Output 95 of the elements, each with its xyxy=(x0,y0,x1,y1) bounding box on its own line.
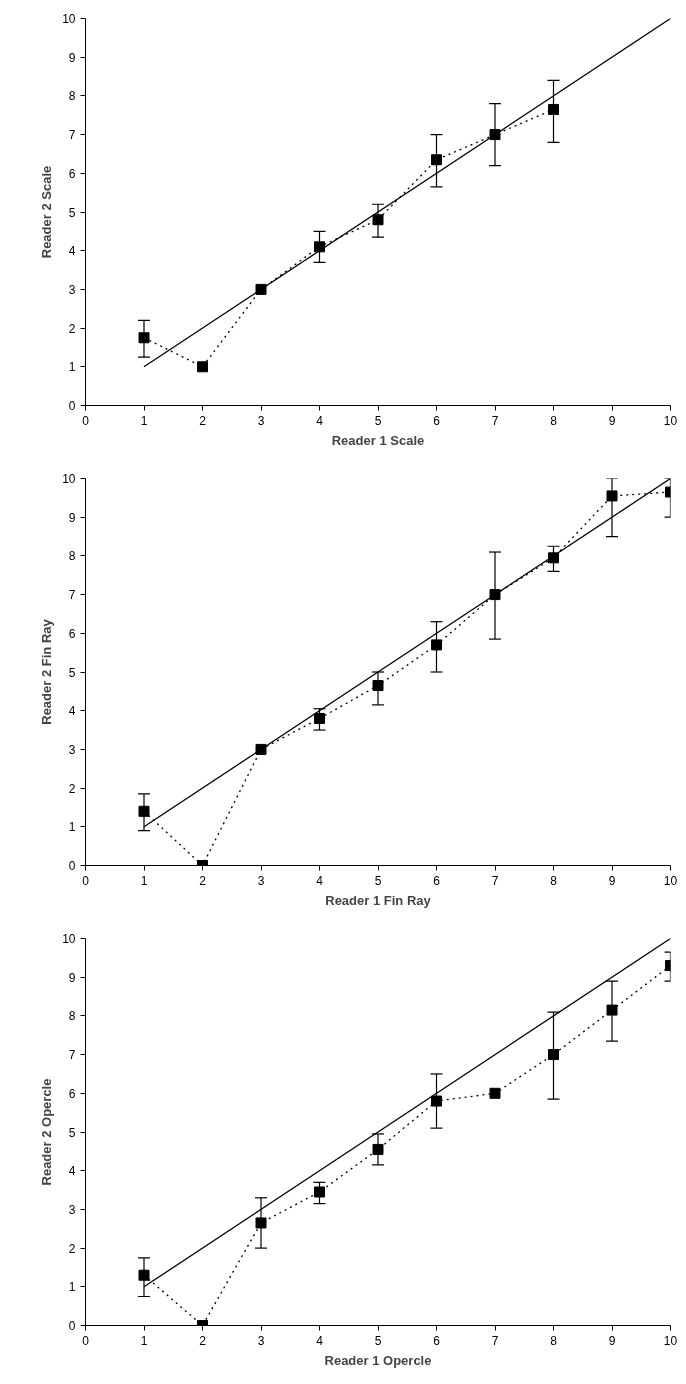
point xyxy=(548,103,559,115)
x-tick-label: 2 xyxy=(199,413,207,428)
y-tick-label: 0 xyxy=(68,1319,76,1333)
y-tick-label: 2 xyxy=(68,321,76,336)
y-tick-label: 8 xyxy=(68,549,76,564)
y-tick-label: 9 xyxy=(68,50,76,65)
y-tick-label: 0 xyxy=(68,859,76,873)
y-tick-label: 8 xyxy=(68,89,76,104)
x-tick-label: 9 xyxy=(608,873,616,888)
point xyxy=(314,241,325,253)
point xyxy=(197,361,208,373)
point xyxy=(606,490,618,502)
y-tick-label: 4 xyxy=(68,1164,76,1179)
point xyxy=(314,1186,325,1198)
y-tick-label: 3 xyxy=(68,282,76,297)
y-axis-title: Reader 2 Scale xyxy=(39,165,55,259)
x-axis-title: Reader 1 Scale xyxy=(331,432,425,448)
y-tick-label: 5 xyxy=(68,665,76,680)
x-tick-label: 3 xyxy=(257,413,265,428)
y-tick-label: 3 xyxy=(68,742,76,757)
y-tick-label: 7 xyxy=(68,588,76,603)
x-tick-label: 3 xyxy=(257,873,265,888)
point xyxy=(606,1004,618,1016)
x-tick-label: 6 xyxy=(433,413,441,428)
y-tick-label: 4 xyxy=(68,704,76,719)
x-tick-label: 0 xyxy=(82,1333,90,1348)
x-tick-label: 2 xyxy=(199,873,207,888)
point xyxy=(489,129,501,141)
y-tick-label: 10 xyxy=(62,12,76,26)
x-tick-label: 10 xyxy=(663,1333,678,1348)
x-tick-label: 1 xyxy=(140,413,148,428)
x-tick-label: 2 xyxy=(199,1333,207,1348)
x-tick-label: 7 xyxy=(491,873,499,888)
y-tick-label: 3 xyxy=(68,1202,76,1217)
y-tick-label: 1 xyxy=(68,820,76,835)
x-tick-label: 10 xyxy=(663,873,678,888)
y-tick-label: 2 xyxy=(68,781,76,796)
x-tick-label: 9 xyxy=(608,413,616,428)
x-tick-label: 8 xyxy=(550,413,558,428)
y-tick-label: 1 xyxy=(68,1280,76,1295)
y-tick-label: 6 xyxy=(68,626,76,641)
x-tick-label: 4 xyxy=(316,873,324,888)
point xyxy=(372,1143,384,1155)
y-tick-label: 6 xyxy=(68,1086,76,1101)
y-tick-label: 0 xyxy=(68,399,76,413)
y-tick-label: 10 xyxy=(62,932,76,946)
y-tick-label: 8 xyxy=(68,1009,76,1024)
y-tick-label: 9 xyxy=(68,510,76,525)
x-tick-label: 7 xyxy=(491,413,499,428)
point xyxy=(255,743,267,755)
y-axis-title: Reader 2 Opercle xyxy=(39,1078,55,1186)
x-tick-label: 8 xyxy=(550,1333,558,1348)
x-tick-label: 3 xyxy=(257,1333,265,1348)
x-tick-label: 9 xyxy=(608,1333,616,1348)
y-tick-label: 5 xyxy=(68,205,76,220)
y-tick-label: 4 xyxy=(68,244,76,259)
point xyxy=(314,712,325,724)
x-tick-label: 4 xyxy=(316,413,324,428)
y-tick-label: 7 xyxy=(68,128,76,143)
y-tick-label: 6 xyxy=(68,166,76,181)
x-tick-label: 7 xyxy=(491,1333,499,1348)
x-tick-label: 4 xyxy=(316,1333,324,1348)
y-tick-label: 10 xyxy=(62,472,76,486)
x-tick-label: 10 xyxy=(663,413,678,428)
x-axis-title: Reader 1 Opercle xyxy=(324,1352,432,1368)
point xyxy=(548,1049,559,1061)
x-tick-label: 5 xyxy=(374,1333,382,1348)
x-tick-label: 8 xyxy=(550,873,558,888)
x-tick-label: 1 xyxy=(140,873,148,888)
x-tick-label: 1 xyxy=(140,1333,148,1348)
x-tick-label: 6 xyxy=(433,1333,441,1348)
y-tick-label: 5 xyxy=(68,1125,76,1140)
x-tick-label: 5 xyxy=(374,873,382,888)
y-axis-title: Reader 2 Fin Ray xyxy=(39,618,55,725)
y-tick-label: 7 xyxy=(68,1048,76,1063)
point xyxy=(255,1217,267,1229)
point xyxy=(138,332,150,344)
point xyxy=(372,680,384,692)
point xyxy=(489,1087,501,1099)
x-tick-label: 0 xyxy=(82,413,90,428)
x-tick-label: 5 xyxy=(374,413,382,428)
x-tick-label: 0 xyxy=(82,873,90,888)
y-tick-label: 1 xyxy=(68,360,76,375)
point xyxy=(255,283,267,295)
x-axis-title: Reader 1 Fin Ray xyxy=(325,892,432,908)
point xyxy=(489,589,501,601)
y-tick-label: 2 xyxy=(68,1241,76,1256)
point xyxy=(372,214,384,226)
x-tick-label: 6 xyxy=(433,873,441,888)
point xyxy=(431,154,442,166)
point xyxy=(138,805,150,817)
point xyxy=(431,1095,442,1107)
point xyxy=(431,639,442,651)
y-tick-label: 9 xyxy=(68,970,76,985)
point xyxy=(138,1269,150,1281)
